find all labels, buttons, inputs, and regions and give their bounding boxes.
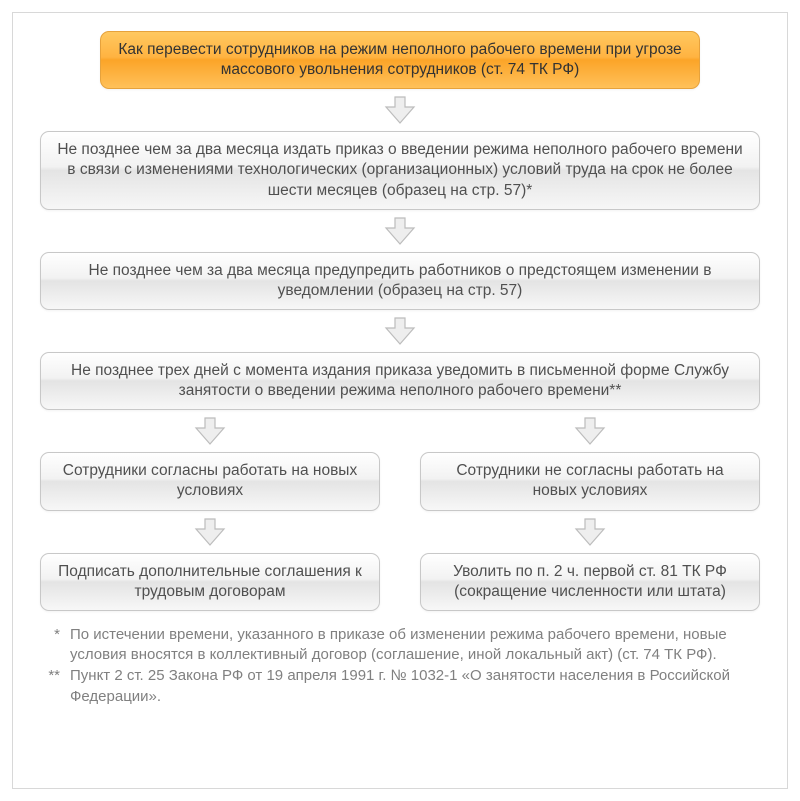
branch-arrows-row: [40, 410, 760, 452]
arrow-2: [382, 216, 418, 246]
arrow-3: [382, 316, 418, 346]
footnote-2-marker: **: [40, 666, 60, 707]
footnote-2: ** Пункт 2 ст. 25 Закона РФ от 19 апреля…: [40, 666, 760, 707]
right-condition-box: Сотрудники не согласны работать на новых…: [420, 452, 760, 510]
arrow-left-1: [192, 416, 228, 446]
right-action-box: Уволить по п. 2 ч. первой ст. 81 ТК РФ (…: [420, 553, 760, 611]
branch-arrows-row-2: [40, 511, 760, 553]
branch-condition-row: Сотрудники согласны работать на новых ус…: [40, 452, 760, 510]
right-arrow-col: [420, 410, 760, 452]
branch-action-row: Подписать дополнительные соглашения к тр…: [40, 553, 760, 611]
arrow-left-2: [192, 517, 228, 547]
arrow-right-1: [572, 416, 608, 446]
step-1-box: Не позднее чем за два месяца издать прик…: [40, 131, 760, 209]
step-3-box: Не позднее трех дней с момента издания п…: [40, 352, 760, 410]
left-arrow-col-2: [40, 511, 380, 553]
footnote-1-marker: *: [40, 625, 60, 666]
arrow-1: [382, 95, 418, 125]
footnote-2-text: Пункт 2 ст. 25 Закона РФ от 19 апреля 19…: [70, 666, 760, 707]
right-arrow-col-2: [420, 511, 760, 553]
footnotes: * По истечении времени, указанного в при…: [40, 625, 760, 708]
flowchart-container: Как перевести сотрудников на режим непол…: [12, 12, 788, 789]
arrow-right-2: [572, 517, 608, 547]
footnote-1: * По истечении времени, указанного в при…: [40, 625, 760, 666]
header-box: Как перевести сотрудников на режим непол…: [100, 31, 700, 89]
left-action-box: Подписать дополнительные соглашения к тр…: [40, 553, 380, 611]
left-condition-box: Сотрудники согласны работать на новых ус…: [40, 452, 380, 510]
footnote-1-text: По истечении времени, указанного в прика…: [70, 625, 760, 666]
left-arrow-col: [40, 410, 380, 452]
step-2-box: Не позднее чем за два месяца предупредит…: [40, 252, 760, 310]
